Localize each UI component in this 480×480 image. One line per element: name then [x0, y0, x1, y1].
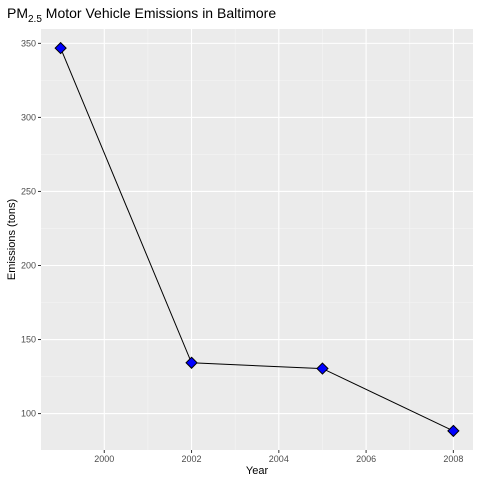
x-tick-label: 2008: [443, 454, 463, 464]
y-tick-label: 250: [21, 186, 36, 196]
y-tick-label: 200: [21, 260, 36, 270]
series-line: [60, 47, 454, 432]
y-tick-label: 350: [21, 38, 36, 48]
x-tick-label: 2002: [182, 454, 202, 464]
data-point-marker: [54, 41, 67, 55]
x-axis-title: Year: [246, 465, 269, 477]
data-point-marker: [185, 356, 198, 369]
chart-title-subscript: 2.5: [28, 14, 42, 25]
grid-major: [41, 29, 473, 450]
series-layer: [54, 41, 460, 438]
x-tick-label: 2006: [356, 454, 376, 464]
y-tick-label: 150: [21, 335, 36, 345]
data-point-marker: [447, 424, 460, 438]
chart-title: PM2.5 Motor Vehicle Emissions in Baltimo…: [7, 5, 276, 25]
x-axis: 2000 2002 2004 2006 2008: [94, 450, 463, 464]
plot-panel: [41, 29, 473, 450]
data-point-marker: [316, 362, 329, 375]
x-tick-label: 2000: [94, 454, 114, 464]
y-tick-label: 100: [21, 409, 36, 419]
y-axis-title: Emissions (tons): [6, 199, 18, 280]
grid-minor: [41, 29, 473, 450]
x-tick-label: 2004: [269, 454, 289, 464]
chart-title-prefix: PM: [7, 5, 28, 21]
chart-title-suffix: Motor Vehicle Emissions in Baltimore: [42, 5, 276, 21]
y-axis: 100 150 200 250 300 350: [21, 38, 41, 419]
y-tick-label: 300: [21, 112, 36, 122]
